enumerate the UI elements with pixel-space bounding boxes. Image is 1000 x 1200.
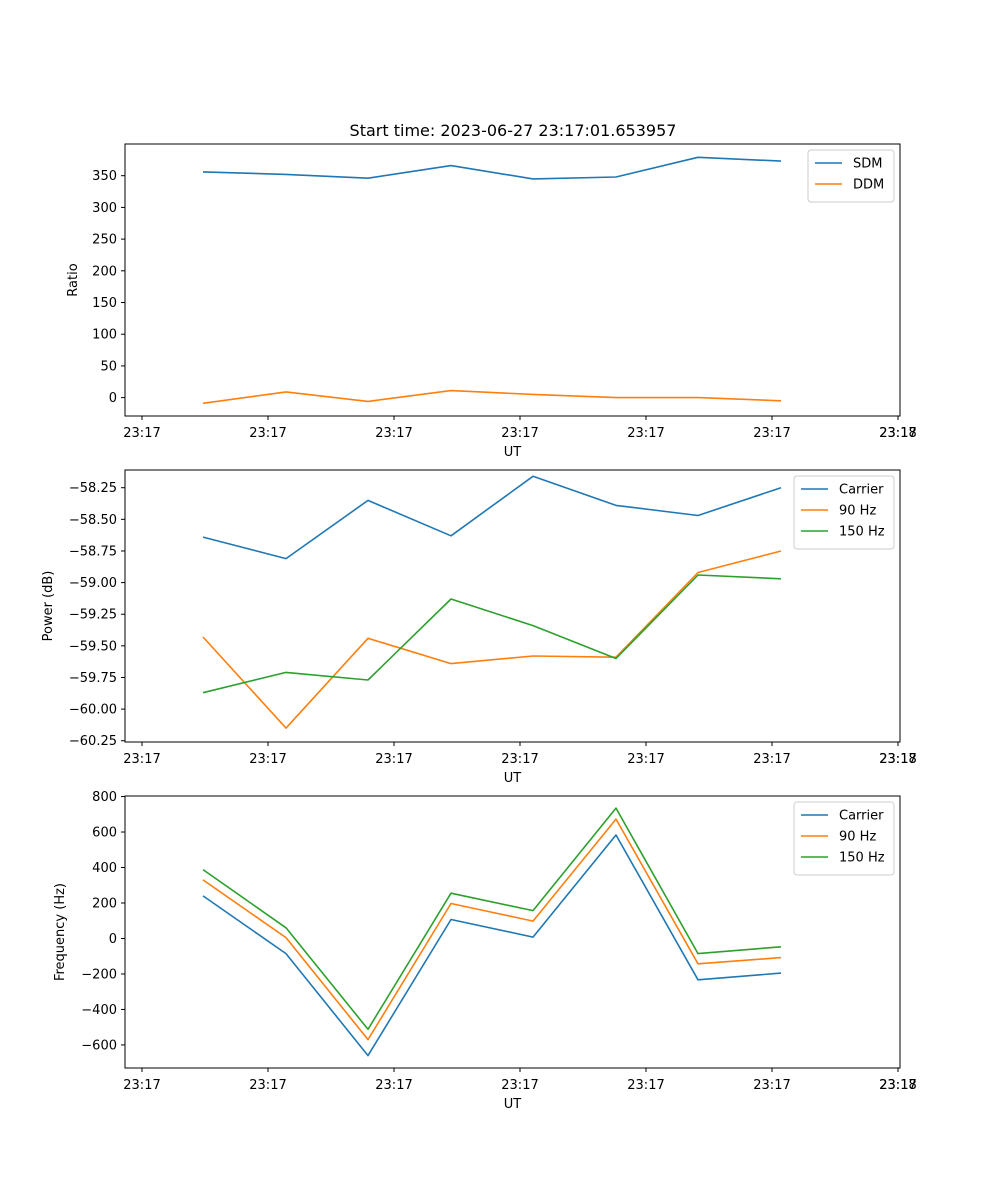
x-tick-label: 23:17 xyxy=(879,752,916,767)
y-tick-label: −60.00 xyxy=(69,703,117,718)
y-tick-label: −200 xyxy=(81,967,117,982)
x-tick-label: 23:18 xyxy=(879,752,916,767)
x-axis-label: UT xyxy=(504,771,522,786)
x-tick-label: 23:17 xyxy=(375,752,412,767)
x-tick-label: 23:17 xyxy=(753,1078,790,1093)
series-line-90-hz xyxy=(202,550,782,729)
x-axis-label: UT xyxy=(504,1097,522,1112)
y-tick-label: 300 xyxy=(92,201,117,216)
y-tick-label: −600 xyxy=(81,1038,117,1053)
y-tick-label: 50 xyxy=(100,359,117,374)
x-tick-label: 23:18 xyxy=(879,1078,916,1093)
series-line-150-hz xyxy=(202,807,782,1031)
legend-label: 150 Hz xyxy=(839,851,885,866)
x-tick-label: 23:17 xyxy=(501,426,538,441)
legend-label: Carrier xyxy=(839,809,884,824)
legend-label: Carrier xyxy=(839,483,884,498)
x-tick-label: 23:17 xyxy=(879,1078,916,1093)
y-tick-label: 250 xyxy=(92,233,117,248)
x-tick-label: 23:17 xyxy=(627,1078,664,1093)
x-tick-label: 23:17 xyxy=(123,1078,160,1093)
x-tick-label: 23:17 xyxy=(879,426,916,441)
series-line-carrier xyxy=(202,475,782,560)
axes-frame xyxy=(124,795,901,1069)
x-axis-label: UT xyxy=(504,445,522,460)
y-tick-label: 400 xyxy=(92,861,117,876)
y-tick-label: −58.50 xyxy=(69,513,117,528)
x-tick-label: 23:17 xyxy=(375,1078,412,1093)
x-tick-label: 23:17 xyxy=(249,752,286,767)
legend-label: 90 Hz xyxy=(839,504,876,519)
legend-label: 150 Hz xyxy=(839,525,885,540)
x-tick-label: 23:17 xyxy=(123,752,160,767)
x-tick-label: 23:17 xyxy=(753,752,790,767)
x-tick-label: 23:17 xyxy=(627,752,664,767)
y-tick-label: −58.75 xyxy=(69,544,117,559)
x-tick-label: 23:17 xyxy=(627,426,664,441)
y-tick-label: 200 xyxy=(92,896,117,911)
x-tick-label: 23:17 xyxy=(375,426,412,441)
legend-label: 90 Hz xyxy=(839,830,876,845)
y-tick-label: 800 xyxy=(92,790,117,805)
y-tick-label: 600 xyxy=(92,826,117,841)
axes-frame xyxy=(124,469,901,743)
y-tick-label: −59.75 xyxy=(69,671,117,686)
legend-label: DDM xyxy=(853,178,884,193)
x-tick-label: 23:17 xyxy=(501,752,538,767)
panel-3: −600 −400 −200 0 200 400 600 800 23:17 23:17 23:17… xyxy=(53,790,917,1112)
series-line-150-hz xyxy=(202,574,782,694)
legend: SDM DDM xyxy=(807,149,895,203)
y-tick-label: 150 xyxy=(92,296,117,311)
legend-label: SDM xyxy=(853,157,882,172)
y-tick-label: 350 xyxy=(92,169,117,184)
legend: Carrier 90 Hz 150 Hz xyxy=(793,475,895,550)
legend: Carrier 90 Hz 150 Hz xyxy=(793,801,895,876)
x-tick-label: 23:17 xyxy=(249,1078,286,1093)
y-axis-label: Ratio xyxy=(66,263,81,296)
x-tick-label: 23:17 xyxy=(249,426,286,441)
y-tick-label: −400 xyxy=(81,1003,117,1018)
y-tick-label: 200 xyxy=(92,264,117,279)
figure-title: Start time: 2023-06-27 23:17:01.653957 xyxy=(350,121,677,140)
y-tick-label: −59.25 xyxy=(69,608,117,623)
y-tick-label: 0 xyxy=(109,932,117,947)
y-tick-label: −59.00 xyxy=(69,576,117,591)
x-tick-label: 23:17 xyxy=(501,1078,538,1093)
series-line-90-hz xyxy=(202,818,782,1041)
y-tick-label: 0 xyxy=(109,391,117,406)
y-tick-label: 100 xyxy=(92,328,117,343)
y-tick-label: −59.50 xyxy=(69,639,117,654)
x-tick-label: 23:17 xyxy=(123,426,160,441)
y-tick-label: −58.25 xyxy=(69,481,117,496)
x-tick-label: 23:17 xyxy=(753,426,790,441)
y-tick-label: −60.25 xyxy=(69,734,117,749)
series-line-carrier xyxy=(202,834,782,1057)
series-line-ddm xyxy=(202,389,782,405)
y-axis-label: Power (dB) xyxy=(41,571,56,642)
panel-2: −60.25 −60.00 −59.75 −59.50 −59.25 −59.00 −58.… xyxy=(41,469,917,786)
series-line-sdm xyxy=(202,156,782,180)
x-tick-label: 23:18 xyxy=(879,426,916,441)
y-axis-label: Frequency (Hz) xyxy=(53,883,68,981)
axes-frame xyxy=(124,143,901,417)
